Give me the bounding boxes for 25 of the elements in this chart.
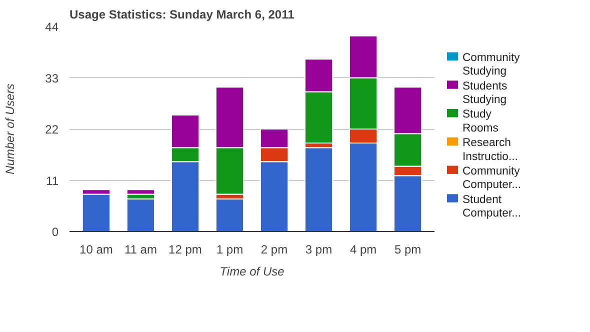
bar — [215, 198, 244, 232]
legend-label: Research Instructio... — [462, 137, 518, 163]
y-axis-title: Number of Users — [3, 84, 18, 174]
x-tick-label: 4 pm — [350, 242, 377, 256]
legend-label: Student Computer... — [462, 194, 522, 220]
y-tick-label: 11 — [46, 174, 59, 188]
bar — [304, 147, 334, 232]
x-tick-label: 11 am — [124, 242, 157, 256]
x-tick-label: 10 am — [80, 242, 113, 256]
bar — [126, 198, 156, 232]
legend-label: Study Rooms — [462, 108, 499, 134]
y-tick-label: 33 — [45, 71, 59, 86]
y-tick-label: 44 — [45, 20, 59, 34]
chart-title: Usage Statistics: Sunday March 6, 2011 — [70, 8, 295, 22]
x-tick-label: 3 pm — [305, 242, 332, 256]
x-tick-label: 2 pm — [260, 242, 288, 256]
y-tick-label: 22 — [45, 122, 59, 136]
x-tick-label: 12 pm — [168, 242, 202, 256]
y-tick-label: 0 — [52, 225, 59, 239]
x-tick-label: 5 pm — [394, 242, 422, 256]
legend-label: Community Studying — [462, 52, 520, 78]
x-tick-label: 1 pm — [216, 242, 244, 256]
x-axis-title: Time of Use — [220, 264, 285, 278]
legend-label: Community Computer... — [462, 165, 522, 192]
legend-label: Students Studying — [462, 80, 508, 106]
